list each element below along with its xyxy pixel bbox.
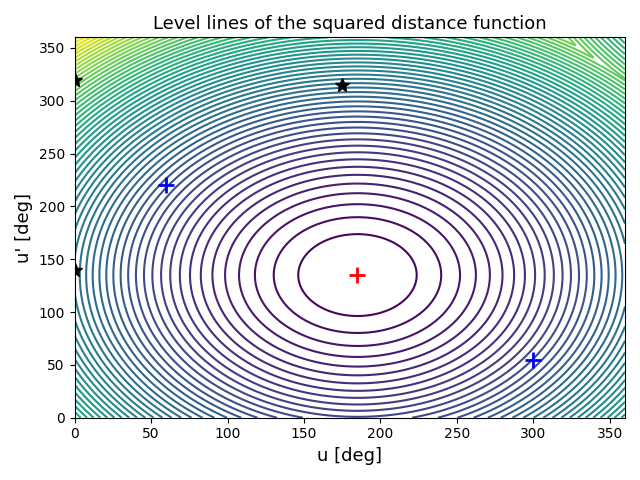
Title: Level lines of the squared distance function: Level lines of the squared distance func… (153, 15, 547, 33)
X-axis label: u [deg]: u [deg] (317, 447, 382, 465)
Y-axis label: u' [deg]: u' [deg] (15, 192, 33, 263)
